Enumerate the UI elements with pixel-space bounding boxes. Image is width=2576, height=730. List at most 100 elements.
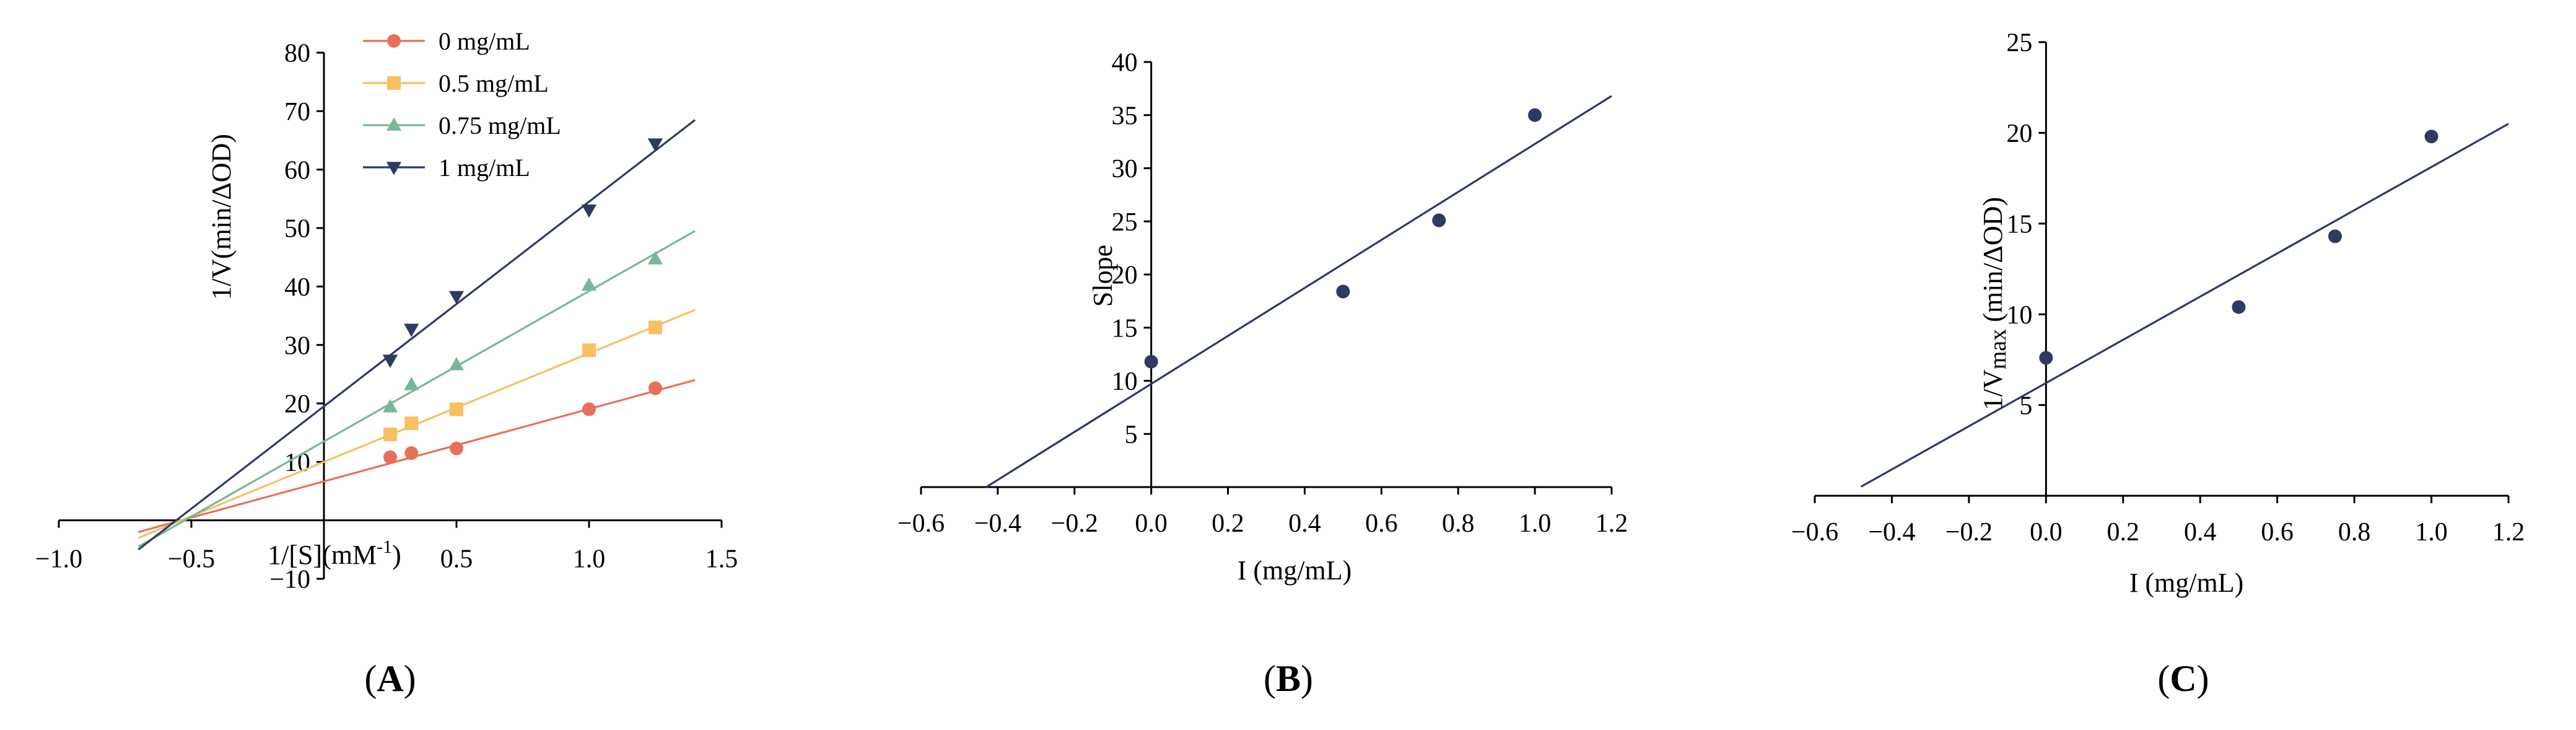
panel-c-x-tick-label: −0.4 xyxy=(1868,518,1915,547)
panel-a-point-2-1 xyxy=(404,377,419,390)
panel-c-y-tick-label: 15 xyxy=(2006,211,2032,239)
panel-a-legend-marker-1 xyxy=(387,76,401,90)
panel-c-point-0-1 xyxy=(2232,300,2246,314)
panel-c-x-tick-label: 0.0 xyxy=(2030,518,2063,547)
panel-c-x-tick-label: 0.6 xyxy=(2261,518,2294,547)
panel-b-y-tick-label: 25 xyxy=(1112,208,1138,237)
panel-c-x-tick-label: 1.2 xyxy=(2492,518,2525,547)
panel-b-point-0-1 xyxy=(1336,284,1350,299)
panel-c-label-letter: C xyxy=(2170,658,2196,699)
panel-c-x-tick-label: 0.2 xyxy=(2107,518,2140,547)
panel-a-xlabel: 1/[S](mM-1) xyxy=(268,537,401,570)
panel-b-ticks: −0.6 −0.4 −0.2 0.0 0.2 0.4 0.6 0.8 1.0 1.2 5 10 15 20… xyxy=(897,49,1628,538)
panel-b-fit-line xyxy=(985,95,1612,488)
panel-a-ylabel: 1/V(min/ΔOD) xyxy=(206,134,237,300)
panel-c-y-tick-label: 5 xyxy=(2019,392,2032,420)
panel-c-ylabel-end: (min/ΔOD) xyxy=(1978,197,2008,329)
panel-c-data-points xyxy=(2039,130,2438,365)
panel-c-label-open: ( xyxy=(2157,658,2170,699)
panel-a-legend-label-0: 0 mg/mL xyxy=(439,27,530,55)
panel-a-x-tick-label: −1.0 xyxy=(35,545,82,574)
panel-a-point-1-2 xyxy=(450,402,463,416)
panel-a-legend-label-2: 0.75 mg/mL xyxy=(439,112,561,139)
panel-c-fit-line xyxy=(1860,123,2509,488)
panel-a-x-tick-label: −0.5 xyxy=(168,545,215,574)
panel-a-point-2-0 xyxy=(382,399,398,413)
panel-c-point-0-2 xyxy=(2328,229,2342,244)
panel-a-point-0-0 xyxy=(383,450,397,464)
panel-b-axes xyxy=(921,62,1612,488)
panel-a-y-tick-label: −10 xyxy=(269,566,310,594)
panel-b-label-open: ( xyxy=(1264,658,1276,699)
panel-a-legend-marker-0 xyxy=(387,34,401,48)
panel-a-point-3-2 xyxy=(448,291,465,305)
panel-b-fit-line-0 xyxy=(985,95,1612,488)
panel-c-x-tick-label: 0.4 xyxy=(2184,518,2217,547)
panel-a-data-points xyxy=(382,138,663,464)
panel-a-point-3-1 xyxy=(404,323,419,337)
panel-b-y-tick-label: 5 xyxy=(1125,421,1138,449)
panel-a-point-2-3 xyxy=(581,277,597,291)
panel-a-y-tick-label: 80 xyxy=(284,40,310,68)
panel-a-xlabel-sup: -1 xyxy=(377,537,392,557)
panel-a-legend-marker-2 xyxy=(386,117,402,131)
panel-a-label-letter: A xyxy=(377,658,403,699)
panel-a-label-open: ( xyxy=(364,658,377,699)
panel-a-point-2-2 xyxy=(448,357,465,371)
panel-a-point-3-4 xyxy=(647,138,663,152)
panel-b-point-0-2 xyxy=(1432,213,1446,227)
panel-c-ylabel: 1/Vmax (min/ΔOD) xyxy=(1978,197,2011,410)
panel-b-y-tick-label: 30 xyxy=(1112,155,1138,183)
panel-c-x-tick-label: 0.8 xyxy=(2338,518,2371,547)
panel-b-xlabel: I (mg/mL) xyxy=(1238,555,1352,586)
panel-b-label-close: ) xyxy=(1301,658,1313,699)
panel-c-label: (C) xyxy=(2157,658,2209,699)
panel-c-point-0-3 xyxy=(2424,130,2438,144)
panel-b-point-0-3 xyxy=(1528,108,1542,122)
panel-c-x-tick-label: −0.2 xyxy=(1945,518,1993,547)
panel-b-point-0-0 xyxy=(1144,354,1158,369)
panel-b-x-tick-label: 0.2 xyxy=(1212,509,1244,538)
panel-c-point-0-0 xyxy=(2039,351,2053,365)
panel-b-x-tick-label: −0.6 xyxy=(897,509,945,538)
panel-b-x-tick-label: 0.6 xyxy=(1365,509,1398,538)
panel-b-x-tick-label: 1.2 xyxy=(1596,509,1628,538)
panel-a-legend-label-1: 0.5 mg/mL xyxy=(439,69,549,97)
panel-a-point-0-3 xyxy=(582,402,596,416)
panel-b-chart: −0.6 −0.4 −0.2 0.0 0.2 0.4 0.6 0.8 1.0 1.2 5 10 15 20… xyxy=(897,49,1628,699)
panel-a-x-tick-label: 0.5 xyxy=(440,545,473,574)
panel-b-x-tick-label: 0.8 xyxy=(1442,509,1475,538)
panel-b-ylabel: Slope xyxy=(1088,245,1118,307)
panel-b-data-points xyxy=(1144,108,1542,369)
panel-c-x-tick-label: −0.6 xyxy=(1791,518,1838,547)
panel-b-label: (B) xyxy=(1264,658,1313,699)
panel-a-y-tick-label: 40 xyxy=(284,273,310,302)
panel-b-x-tick-label: −0.2 xyxy=(1051,509,1098,538)
panel-c-fit-line-0 xyxy=(1860,123,2509,488)
panel-b-x-tick-label: 1.0 xyxy=(1519,509,1552,538)
panel-c-ylabel-sub: max xyxy=(1985,329,2011,369)
panel-a-axes xyxy=(59,53,722,579)
panel-a-point-1-1 xyxy=(404,416,419,431)
panel-a-point-3-0 xyxy=(382,354,398,368)
panel-b-y-tick-label: 35 xyxy=(1112,102,1138,130)
panel-b-y-tick-label: 10 xyxy=(1112,367,1138,396)
panel-a-point-0-1 xyxy=(404,446,419,460)
panel-c-y-tick-label: 20 xyxy=(2006,120,2032,148)
panel-b-label-letter: B xyxy=(1276,658,1301,699)
panel-a-x-tick-label: 1.5 xyxy=(705,545,738,574)
panel-a-x-tick-label: 1.0 xyxy=(573,545,606,574)
panel-a-point-1-0 xyxy=(383,427,397,441)
panel-a-xlabel-base: 1/[S](mM xyxy=(268,540,377,570)
panel-c-x-tick-label: 1.0 xyxy=(2415,518,2448,547)
panel-a-legend: 0 mg/mL 0.5 mg/mL 0.75 mg/mL 1 mg/mL xyxy=(363,27,561,182)
panel-c-ylabel-base: 1/V xyxy=(1978,369,2008,410)
panel-b-y-tick-label: 20 xyxy=(1112,262,1138,290)
panel-c-axes xyxy=(1815,42,2508,497)
panel-c-ticks: −0.6 −0.4 −0.2 0.0 0.2 0.4 0.6 0.8 1.0 1.2 5 10 15 20… xyxy=(1791,29,2525,547)
panel-c-y-tick-label: 10 xyxy=(2006,301,2032,330)
panel-a-y-tick-label: 20 xyxy=(284,390,310,419)
